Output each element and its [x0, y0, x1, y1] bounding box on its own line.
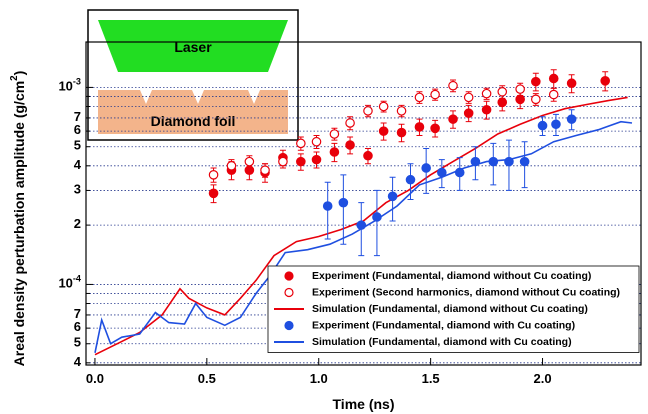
data-point	[346, 119, 354, 127]
data-point	[431, 124, 439, 132]
data-point	[261, 166, 269, 174]
data-point	[516, 95, 524, 103]
y-tick-label: 4	[74, 157, 82, 172]
data-point	[532, 95, 540, 103]
data-point	[552, 120, 560, 128]
y-axis-label: Areal density perturbation amplitude (g/…	[9, 71, 27, 367]
data-point	[464, 93, 472, 101]
data-point	[209, 189, 217, 197]
data-point	[323, 202, 331, 210]
data-point	[297, 139, 305, 147]
legend-label: Experiment (Second harmonics, diamond wi…	[312, 286, 620, 298]
inset-label: Laser	[174, 39, 212, 55]
data-point	[567, 115, 575, 123]
legend-label: Simulation (Fundamental, diamond with Cu…	[312, 336, 572, 348]
legend-swatch	[285, 322, 293, 330]
error-bar	[374, 190, 380, 255]
inset-label: Diamond foil	[151, 113, 236, 129]
data-point	[312, 155, 320, 163]
x-axis-label: Time (ns)	[333, 396, 395, 412]
y-tick-label: 10-4	[58, 274, 81, 291]
data-point	[227, 162, 235, 170]
y-tick-label: 6	[74, 123, 81, 138]
data-point	[601, 77, 609, 85]
data-point	[364, 107, 372, 115]
data-point	[330, 148, 338, 156]
data-point	[482, 89, 490, 97]
data-point	[364, 152, 372, 160]
data-point	[498, 88, 506, 96]
chart: Laser Diamond foil 456710-423456710-30.0…	[0, 0, 648, 414]
legend-label: Simulation (Fundamental, diamond without…	[312, 303, 588, 315]
legend: Experiment (Fundamental, diamond without…	[268, 266, 639, 353]
data-point	[550, 74, 558, 82]
data-point	[388, 192, 396, 200]
data-point	[415, 93, 423, 101]
x-tick-label: 0.0	[86, 371, 104, 386]
x-tick-label: 1.0	[310, 371, 328, 386]
data-point	[431, 90, 439, 98]
data-point	[209, 171, 217, 179]
data-point	[346, 141, 354, 149]
data-point	[330, 130, 338, 138]
data-point	[406, 176, 414, 184]
data-point	[279, 157, 287, 165]
data-point	[538, 121, 546, 129]
data-point	[245, 157, 253, 165]
data-point	[520, 157, 528, 165]
x-tick-label: 2.0	[533, 371, 551, 386]
y-tick-label: 5	[74, 335, 81, 350]
data-point	[397, 128, 405, 136]
legend-label: Experiment (Fundamental, diamond without…	[312, 270, 591, 282]
data-point	[449, 115, 457, 123]
y-tick-label: 3	[74, 182, 81, 197]
data-point	[339, 198, 347, 206]
data-point	[415, 123, 423, 131]
legend-swatch	[285, 272, 293, 280]
data-point	[297, 157, 305, 165]
data-point	[312, 138, 320, 146]
legend-label: Experiment (Fundamental, diamond with Cu…	[312, 319, 575, 331]
data-point	[422, 164, 430, 172]
data-point	[532, 77, 540, 85]
y-tick-label: 7	[74, 306, 81, 321]
data-point	[464, 109, 472, 117]
y-tick-label: 7	[74, 109, 81, 124]
data-point	[516, 85, 524, 93]
y-tick-label: 10-3	[58, 77, 81, 94]
data-point	[567, 79, 575, 87]
data-point	[482, 106, 490, 114]
data-point	[498, 98, 506, 106]
error-bar	[340, 175, 346, 244]
x-tick-label: 1.5	[422, 371, 440, 386]
legend-swatch	[285, 289, 293, 297]
data-point	[550, 90, 558, 98]
y-tick-label: 5	[74, 138, 81, 153]
y-tick-label: 2	[74, 217, 81, 232]
data-point	[379, 127, 387, 135]
x-tick-label: 0.5	[198, 371, 216, 386]
data-point	[379, 102, 387, 110]
y-tick-label: 4	[74, 354, 82, 369]
data-point	[449, 82, 457, 90]
inset: Laser Diamond foil	[88, 10, 298, 140]
data-point	[397, 107, 405, 115]
y-tick-label: 6	[74, 320, 81, 335]
